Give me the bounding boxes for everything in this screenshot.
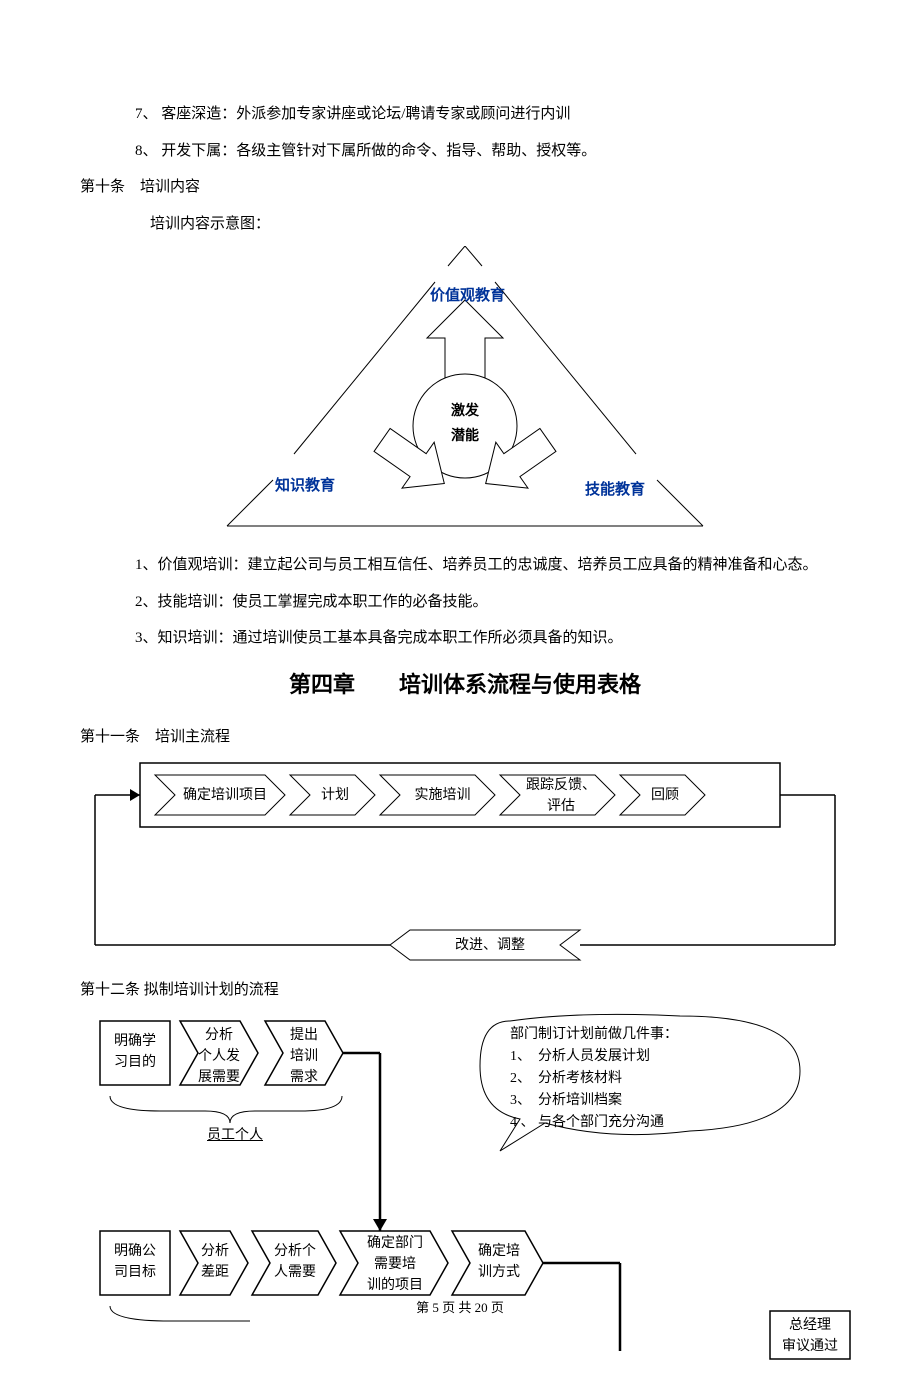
list-item-7-num: 7、 (135, 106, 158, 122)
article-10-body-3: 3、知识培训：通过培训使员工基本具备完成本职工作所必须具备的知识。 (80, 624, 850, 653)
list-item-8: 8、 开发下属：各级主管针对下属所做的命令、指导、帮助、授权等。 (80, 137, 850, 166)
approve-box: 总经理 审议通过 (772, 1315, 848, 1357)
plan-r2-box-4: 确定部门 需要培 训的项目 (354, 1233, 436, 1296)
article-12-heading: 第十二条 拟制培训计划的流程 (80, 976, 850, 1005)
plan-r1-box-3: 提出 培训 需求 (276, 1025, 332, 1088)
list-item-7-text: 客座深造：外派参加专家讲座或论坛/聘请专家或顾问进行内训 (161, 106, 570, 122)
flow-back-step: 改进、调整 (420, 935, 560, 956)
plan-r1-caption: 员工个人 (195, 1124, 275, 1144)
callout-item-2: 2、 分析考核材料 (510, 1067, 622, 1091)
flow-step-2: 计划 (305, 785, 365, 806)
flow-step-1: 确定培训项目 (170, 785, 280, 806)
plan-r2-box-3: 分析个 人需要 (264, 1241, 326, 1283)
article-10-subheading: 培训内容示意图： (80, 210, 850, 239)
article-10-body-2: 2、技能培训：使员工掌握完成本职工作的必备技能。 (80, 588, 850, 617)
plan-r2-box-5: 确定培 训方式 (466, 1241, 532, 1283)
plan-r2-box-1: 明确公 司目标 (104, 1241, 166, 1283)
flow-step-3: 实施培训 (400, 785, 485, 806)
training-plan-flow: 明确学 习目的 分析 个人发 展需要 提出 培训 需求 员工个人 部门制订计划前… (80, 1011, 860, 1361)
flow-step-4: 跟踪反馈、 评估 (516, 775, 606, 817)
list-item-8-text: 开发下属：各级主管针对下属所做的命令、指导、帮助、授权等。 (161, 143, 596, 159)
article-11-heading: 第十一条 培训主流程 (80, 723, 850, 752)
plan-r2-box-2: 分析 差距 (190, 1241, 240, 1283)
page-footer: 第 5 页 共 20 页 (400, 1297, 520, 1316)
diagram-label-left: 知识教育 (275, 474, 335, 495)
article-10-body-1: 1、价值观培训：建立起公司与员工相互信任、培养员工的忠诚度、培养员工应具备的精神… (80, 551, 850, 580)
plan-r1-box-1: 明确学 习目的 (104, 1031, 166, 1073)
diagram-label-top: 价值观教育 (430, 284, 505, 305)
callout-item-4: 4 、 与各个部门充分沟通 (510, 1111, 664, 1135)
chapter-4-title: 第四章 培训体系流程与使用表格 (80, 667, 850, 699)
callout-item-1: 1、 分析人员发展计划 (510, 1045, 650, 1069)
main-training-flow: 确定培训项目 计划 实施培训 跟踪反馈、 评估 回顾 改进、调整 (80, 755, 860, 970)
list-item-8-num: 8、 (135, 143, 158, 159)
list-item-7: 7、 客座深造：外派参加专家讲座或论坛/聘请专家或顾问进行内训 (80, 100, 850, 129)
article-10-heading: 第十条 培训内容 (80, 173, 850, 202)
diagram-label-right: 技能教育 (585, 478, 645, 499)
callout-item-3: 3、 分析培训档案 (510, 1089, 622, 1113)
diagram-center-line1: 激发 (437, 401, 493, 422)
training-content-diagram: 价值观教育 知识教育 技能教育 激发 潜能 (205, 246, 725, 531)
flow-step-5: 回顾 (635, 785, 695, 806)
callout-title: 部门制订计划前做几件事： (510, 1023, 678, 1047)
plan-r1-box-2: 分析 个人发 展需要 (190, 1025, 248, 1088)
diagram-center-line2: 潜能 (437, 426, 493, 447)
